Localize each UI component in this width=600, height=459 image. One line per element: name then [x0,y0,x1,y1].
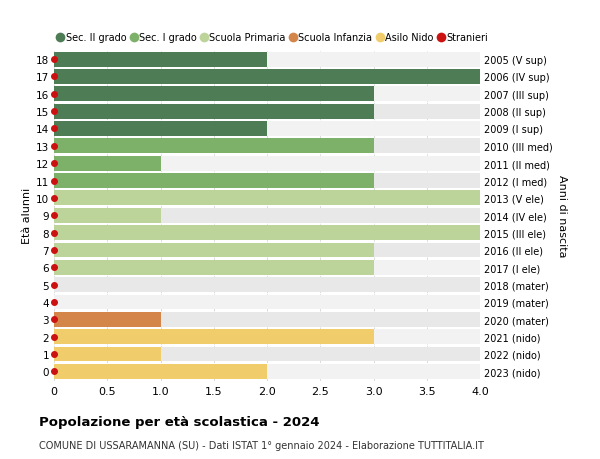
Bar [54,312,161,327]
Bar [54,191,480,206]
Bar [54,53,480,67]
Y-axis label: Anni di nascita: Anni di nascita [557,174,567,257]
Bar [54,278,480,292]
Bar [54,157,161,171]
Text: Popolazione per età scolastica - 2024: Popolazione per età scolastica - 2024 [39,415,320,428]
Bar [54,347,480,362]
Bar [54,347,161,362]
Bar [54,191,480,206]
Bar [54,139,373,154]
Bar [54,105,480,119]
Bar [54,243,373,257]
Bar [54,260,480,275]
Bar [54,105,373,119]
Bar [54,157,480,171]
Bar [54,243,480,257]
Bar [54,330,480,344]
Bar [54,226,480,241]
Bar [54,295,480,310]
Bar [54,122,480,137]
Bar [54,330,373,344]
Bar [54,260,373,275]
Bar [54,139,480,154]
Bar [54,312,480,327]
Bar [54,208,161,223]
Bar [54,208,480,223]
Bar [54,70,480,84]
Y-axis label: Età alunni: Età alunni [22,188,32,244]
Legend: Sec. II grado, Sec. I grado, Scuola Primaria, Scuola Infanzia, Asilo Nido, Stran: Sec. II grado, Sec. I grado, Scuola Prim… [54,29,491,47]
Bar [54,364,480,379]
Bar [54,364,267,379]
Bar [54,122,267,137]
Bar [54,174,373,189]
Bar [54,87,373,102]
Bar [54,174,480,189]
Bar [54,226,480,241]
Bar [54,70,480,84]
Bar [54,87,480,102]
Bar [54,53,267,67]
Text: COMUNE DI USSARAMANNA (SU) - Dati ISTAT 1° gennaio 2024 - Elaborazione TUTTITALI: COMUNE DI USSARAMANNA (SU) - Dati ISTAT … [39,440,484,450]
